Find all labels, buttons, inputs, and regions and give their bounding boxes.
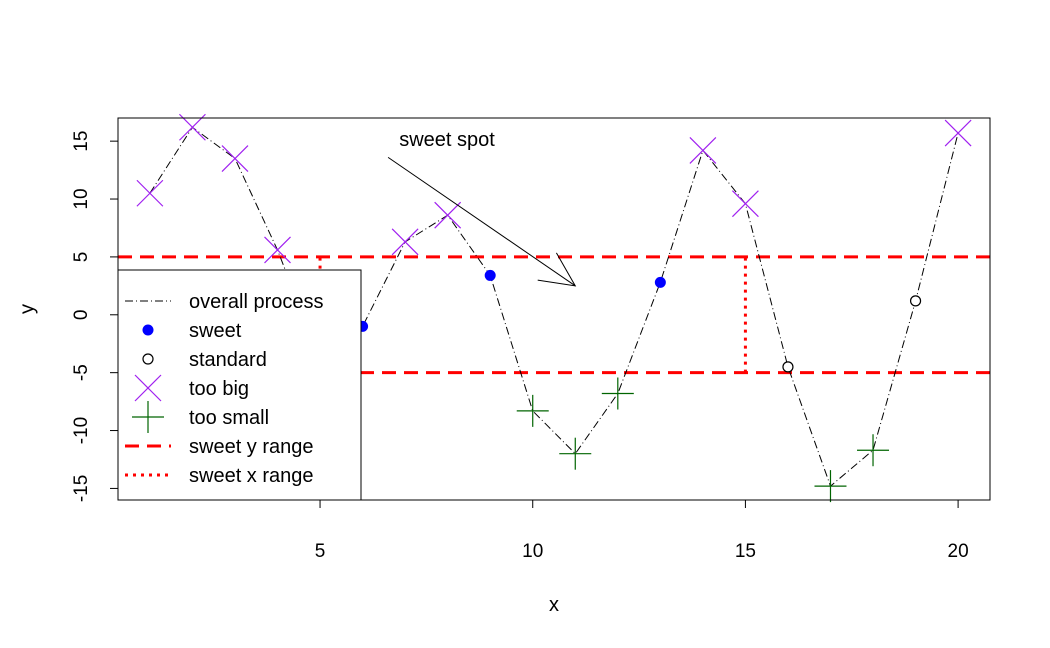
legend-label: too small bbox=[189, 407, 269, 429]
point-standard bbox=[909, 295, 922, 307]
x-tick-label: 20 bbox=[948, 541, 969, 562]
point-too-big bbox=[179, 113, 206, 141]
point-too-big bbox=[731, 190, 759, 218]
too-big-stroke bbox=[944, 119, 972, 147]
legend-swatch bbox=[132, 401, 164, 433]
y-tick-label: 0 bbox=[71, 309, 92, 320]
legend-item: too big bbox=[134, 374, 249, 402]
x-axis-title: x bbox=[549, 594, 559, 616]
too-big-stroke bbox=[434, 201, 462, 229]
sweet-dot bbox=[484, 269, 496, 281]
sweet-dot bbox=[654, 276, 666, 288]
point-sweet bbox=[654, 276, 666, 288]
legend-label: standard bbox=[189, 349, 267, 371]
too-big-stroke bbox=[221, 145, 249, 172]
x-tick-label: 5 bbox=[315, 541, 326, 562]
plot-frame bbox=[117, 117, 991, 501]
too-big-stroke bbox=[391, 228, 419, 256]
legend-swatch bbox=[142, 324, 154, 336]
point-too-small bbox=[559, 437, 592, 470]
too-big-stroke bbox=[731, 190, 759, 218]
standard-dot bbox=[782, 361, 794, 373]
y-tick-label: -15 bbox=[71, 475, 92, 502]
legend-item: sweet bbox=[142, 320, 242, 342]
legend-box bbox=[117, 269, 362, 501]
legend-item: too small bbox=[132, 401, 269, 433]
legend-label: sweet x range bbox=[189, 465, 314, 487]
x-tick-label: 15 bbox=[735, 541, 756, 562]
annotation: sweet spot bbox=[387, 129, 577, 287]
sweet-dot bbox=[142, 324, 154, 336]
annotation-label: sweet spot bbox=[399, 129, 495, 151]
legend: overall process sweet standard too big too s… bbox=[117, 269, 362, 501]
legend-label: too big bbox=[189, 378, 249, 400]
too-big-stroke bbox=[136, 179, 164, 207]
point-too-big bbox=[136, 179, 164, 207]
y-axis-title: y bbox=[16, 304, 38, 314]
point-too-big bbox=[944, 119, 972, 147]
point-too-big bbox=[434, 201, 462, 229]
legend-label: sweet bbox=[189, 320, 242, 342]
too-big-stroke bbox=[264, 236, 291, 264]
y-tick-label: -10 bbox=[71, 417, 92, 444]
point-standard bbox=[782, 361, 794, 373]
standard-dot bbox=[142, 353, 154, 365]
axes: 5 10 15 20 -15 -10 -5 0 5 10 15 x y bbox=[16, 131, 968, 616]
too-big-stroke bbox=[134, 374, 162, 402]
point-too-small bbox=[857, 434, 890, 467]
y-tick-label: 15 bbox=[71, 131, 92, 152]
annotation-arrow-shaft bbox=[387, 156, 576, 287]
legend-item: sweet x range bbox=[125, 465, 314, 487]
point-too-big bbox=[689, 136, 717, 164]
point-too-big bbox=[264, 236, 291, 264]
y-tick-label: 5 bbox=[71, 252, 92, 263]
legend-label: overall process bbox=[189, 291, 324, 313]
standard-dot bbox=[909, 295, 922, 307]
legend-swatch bbox=[142, 353, 154, 365]
annotation-arrow-head bbox=[537, 252, 577, 287]
point-too-small bbox=[601, 377, 634, 410]
point-too-big bbox=[391, 228, 419, 256]
too-big-stroke bbox=[689, 136, 717, 164]
legend-item: standard bbox=[142, 349, 267, 371]
legend-item: sweet y range bbox=[125, 436, 314, 458]
x-tick-label: 10 bbox=[522, 541, 543, 562]
point-too-small bbox=[516, 394, 549, 427]
overall-process-line bbox=[149, 126, 959, 487]
legend-label: sweet y range bbox=[189, 436, 314, 458]
point-sweet bbox=[484, 269, 496, 281]
too-big-stroke bbox=[179, 113, 206, 141]
point-too-big bbox=[221, 145, 249, 172]
y-tick-label: 10 bbox=[71, 188, 92, 209]
process-line bbox=[149, 126, 959, 487]
legend-item: overall process bbox=[125, 291, 324, 313]
legend-swatch bbox=[134, 374, 162, 402]
point-too-small bbox=[814, 470, 847, 503]
y-tick-label: -5 bbox=[71, 364, 92, 381]
